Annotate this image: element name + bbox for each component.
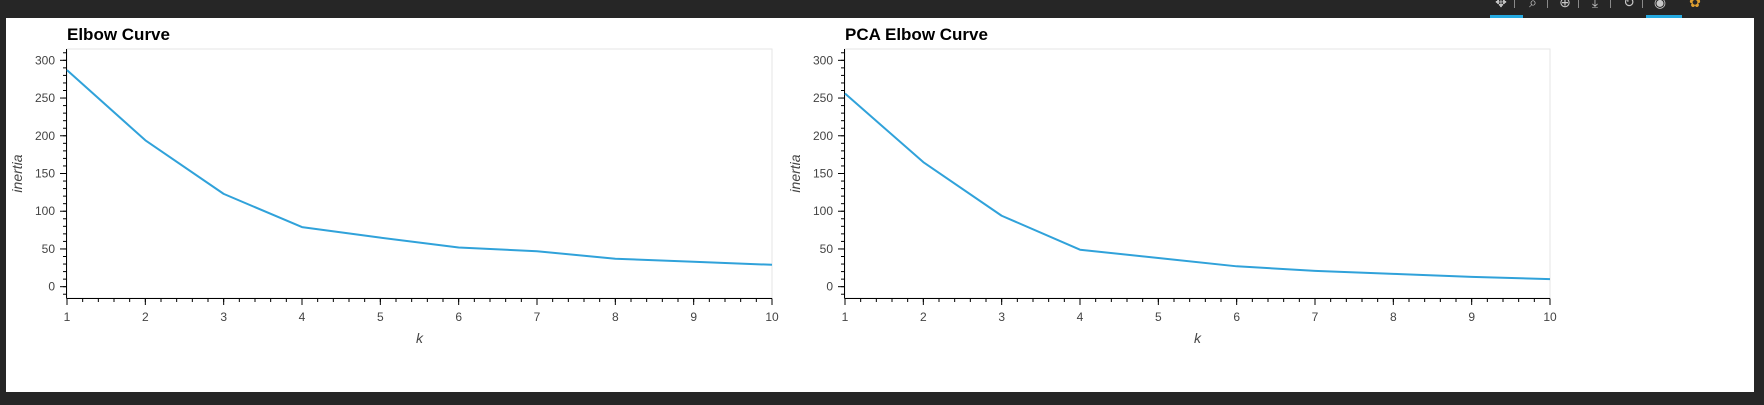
chart-title: PCA Elbow Curve (845, 25, 988, 44)
elbow-curve-chart: Elbow Curve 0 50 100 150 200 250 300 1 2 3 4 5 6 7 8 9 10… (9, 25, 779, 346)
x-tick-label: 7 (534, 310, 541, 324)
y-tick-label: 150 (813, 167, 833, 181)
reset-icon[interactable]: ↻ (1623, 0, 1635, 10)
x-tick-label: 1 (842, 310, 849, 324)
x-tick-label: 5 (1155, 310, 1162, 324)
toolbar-separator (1642, 0, 1643, 8)
x-tick-label: 1 (64, 310, 71, 324)
y-tick-label: 300 (35, 53, 55, 67)
hover-active-indicator (1646, 15, 1682, 18)
pca-elbow-curve-chart: PCA Elbow Curve 0 50 100 150 200 250 300 1 2 3 4 5 6 7… (787, 25, 1557, 346)
x-tick-label: 4 (1077, 310, 1084, 324)
toolbar-separator (1610, 0, 1611, 8)
x-axis-label: k (416, 330, 424, 346)
y-tick-label: 150 (35, 167, 55, 181)
x-tick-label: 3 (998, 310, 1005, 324)
x-axis-label: k (1194, 330, 1202, 346)
save-icon[interactable]: ⤓ (1591, 0, 1599, 10)
y-tick-label: 300 (813, 53, 833, 67)
y-axis-label: inertia (9, 154, 25, 192)
x-tick-label: 8 (612, 310, 619, 324)
box-zoom-icon[interactable]: ⌕ (1529, 0, 1537, 10)
toolbar-separator (1547, 0, 1548, 8)
x-tick-label: 2 (920, 310, 927, 324)
chart-title: Elbow Curve (67, 25, 170, 44)
series-line (66, 69, 773, 266)
plot-area (844, 48, 1551, 299)
x-tick-label: 3 (220, 310, 227, 324)
y-tick-label: 200 (35, 129, 55, 143)
toolbar-separator (1514, 0, 1515, 8)
plot-toolbar: ✥ ⌕ ⊕ ⤓ ↻ ◉ ✿ (1490, 0, 1764, 18)
x-tick-label: 9 (1468, 310, 1475, 324)
y-tick-label: 100 (35, 204, 55, 218)
series-line (844, 92, 1551, 281)
pan-icon[interactable]: ✥ (1495, 0, 1507, 10)
plot-area (66, 48, 773, 299)
x-tick-label: 2 (142, 310, 149, 324)
x-tick-label: 9 (690, 310, 697, 324)
y-tick-label: 50 (42, 242, 56, 256)
x-tick-label: 6 (455, 310, 462, 324)
x-tick-label: 6 (1233, 310, 1240, 324)
y-tick-label: 200 (813, 129, 833, 143)
bokeh-logo-icon: ✿ (1689, 0, 1701, 10)
y-tick-label: 50 (820, 242, 834, 256)
y-tick-label: 250 (813, 91, 833, 105)
x-tick-label: 8 (1390, 310, 1397, 324)
y-tick-label: 250 (35, 91, 55, 105)
x-tick-label: 4 (299, 310, 306, 324)
x-tick-label: 10 (1543, 310, 1557, 324)
y-axis-label: inertia (787, 154, 803, 192)
y-tick-label: 100 (813, 204, 833, 218)
y-tick-label: 0 (48, 280, 55, 294)
pan-active-indicator (1490, 15, 1523, 18)
x-tick-label: 7 (1312, 310, 1319, 324)
wheel-zoom-icon[interactable]: ⊕ (1559, 0, 1571, 10)
x-tick-label: 10 (765, 310, 779, 324)
hover-icon[interactable]: ◉ (1653, 0, 1667, 10)
y-tick-label: 0 (826, 280, 833, 294)
plot-layout: Elbow Curve 0 50 100 150 200 250 300 1 2 3 4 5 6 7 8 9 10… (6, 18, 1754, 392)
x-tick-label: 5 (377, 310, 384, 324)
toolbar-separator (1578, 0, 1579, 8)
